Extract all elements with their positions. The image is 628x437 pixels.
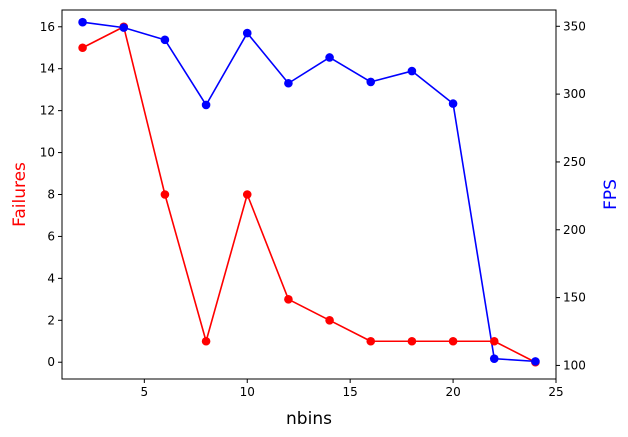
right-tick-label: 300 <box>563 87 586 101</box>
left-tick-label: 4 <box>47 271 55 285</box>
x-tick-label: 5 <box>141 385 149 399</box>
failures-point <box>160 190 170 199</box>
failures-point <box>489 336 499 346</box>
left-tick-label: 10 <box>40 146 55 160</box>
fps-point <box>284 78 293 88</box>
failures-point <box>284 295 293 304</box>
left-tick-label: 16 <box>40 20 55 34</box>
fps-point <box>325 53 334 62</box>
failures-point <box>407 336 417 346</box>
plot-area <box>61 9 557 380</box>
fps-line <box>82 21 536 363</box>
fps-point <box>160 35 170 45</box>
failures-line <box>82 25 536 363</box>
failures-point <box>78 43 87 53</box>
right-tick-label: 100 <box>563 358 586 372</box>
x-tick-label: 25 <box>548 385 563 399</box>
right-tick-label: 150 <box>563 291 586 305</box>
right-tick-label: 350 <box>563 19 586 33</box>
fps-point <box>448 99 458 108</box>
left-tick-label: 14 <box>40 62 55 76</box>
left-tick-label: 0 <box>47 355 55 369</box>
failures-point <box>366 336 376 346</box>
failures-point <box>448 336 458 346</box>
left-axis-ticks: 0 2 4 6 8 10 12 14 16 <box>40 20 62 369</box>
x-axis-ticks: 5 10 15 20 25 <box>141 379 564 399</box>
fps-point <box>78 17 87 27</box>
series-lines <box>82 21 536 363</box>
fps-point <box>242 28 252 38</box>
right-axis-label: FPS <box>601 179 621 210</box>
x-axis-label: nbins <box>286 409 332 429</box>
right-axis-ticks: 100 150 200 250 300 350 <box>556 19 586 372</box>
left-tick-label: 6 <box>47 229 55 243</box>
fps-point <box>119 23 129 32</box>
failures-point <box>242 190 252 199</box>
left-tick-label: 2 <box>47 313 55 327</box>
left-tick-label: 12 <box>40 104 55 118</box>
right-tick-label: 250 <box>563 155 586 169</box>
fps-point <box>489 354 499 363</box>
x-tick-label: 20 <box>445 385 460 399</box>
fps-point <box>531 357 540 366</box>
fps-point <box>366 77 376 87</box>
left-axis-label: Failures <box>10 162 30 227</box>
right-tick-label: 200 <box>563 223 586 237</box>
failures-point <box>325 315 334 325</box>
x-tick-label: 15 <box>343 385 358 399</box>
left-tick-label: 8 <box>47 188 55 202</box>
fps-point <box>407 66 417 76</box>
fps-point <box>201 100 211 110</box>
failures-point <box>201 336 211 346</box>
x-tick-label: 10 <box>240 385 255 399</box>
series-points <box>78 17 540 367</box>
